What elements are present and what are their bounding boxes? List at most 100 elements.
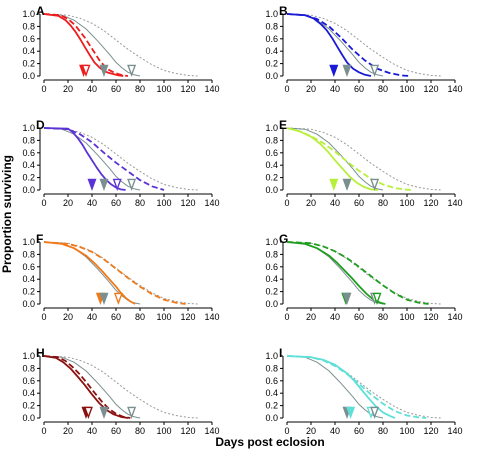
x-tick-label: 60 (111, 426, 121, 436)
x-tick-label: 140 (204, 312, 219, 322)
x-tick-label: 100 (399, 312, 414, 322)
panel-a: A 0 20 40 60 80 100 120 140 0.0 0.2 0.4 0.6 0.8 1.0 (22, 4, 219, 94)
series-line-solid (286, 127, 384, 191)
y-tick-label: 0.2 (22, 287, 35, 297)
y-tick-label: 0.8 (265, 249, 278, 259)
x-tick-label: 100 (156, 84, 171, 94)
y-tick-label: 0.2 (22, 173, 35, 183)
y-tick-label: 0.4 (22, 46, 35, 56)
y-tick-label: 0.0 (265, 185, 278, 195)
y-tick-label: 0.8 (22, 135, 35, 145)
panel-label-b: B (279, 4, 288, 18)
panel-d: D 0 20 40 60 80 100 120 140 0.0 0.2 0.4 0.6 0.8 1.0 (22, 118, 219, 208)
y-tick-label: 0.4 (265, 274, 278, 284)
median-marker-open (372, 292, 382, 306)
y-tick-label: 0.6 (22, 262, 35, 272)
x-tick-label: 40 (330, 426, 340, 436)
median-marker-filled (346, 406, 356, 420)
y-tick-label: 0.8 (22, 363, 35, 373)
x-tick-label: 80 (135, 198, 145, 208)
x-tick-label: 40 (87, 312, 97, 322)
panel-label-g: G (279, 232, 288, 246)
series-line-dotted (286, 13, 441, 77)
x-tick-label: 40 (330, 84, 340, 94)
series-line-solid (286, 13, 372, 77)
x-tick-label: 20 (306, 426, 316, 436)
y-tick-label: 0.0 (22, 71, 35, 81)
series-line-solid (286, 355, 396, 419)
series-line-solid (43, 127, 141, 191)
x-tick-label: 0 (41, 426, 46, 436)
median-marker-open (127, 406, 137, 420)
y-tick-label: 0.6 (265, 376, 278, 386)
x-tick-label: 80 (378, 84, 388, 94)
series-line-dashed (286, 241, 429, 305)
y-tick-label: 0.2 (22, 59, 35, 69)
x-tick-label: 100 (156, 312, 171, 322)
y-tick-label: 0.2 (265, 287, 278, 297)
series-line-dashed (43, 127, 165, 191)
y-tick-label: 1.0 (265, 123, 278, 133)
series-line-solid (43, 355, 141, 419)
x-tick-label: 120 (180, 426, 195, 436)
panel-label-h: H (36, 346, 45, 360)
y-tick-label: 0.4 (265, 160, 278, 170)
y-tick-label: 0.4 (265, 46, 278, 56)
x-tick-label: 60 (111, 198, 121, 208)
x-tick-label: 20 (306, 312, 316, 322)
y-tick-label: 1.0 (22, 123, 35, 133)
series-line-dotted (43, 13, 198, 77)
x-axis-title: Days post eclosion (215, 435, 324, 449)
x-tick-label: 120 (423, 84, 438, 94)
series-line-solid (43, 13, 141, 77)
series-line-solid (43, 241, 136, 305)
series-line-solid (43, 13, 124, 77)
x-tick-label: 40 (87, 426, 97, 436)
x-tick-label: 40 (87, 84, 97, 94)
x-tick-label: 60 (354, 426, 364, 436)
series-line-dashed (286, 355, 427, 419)
x-tick-label: 0 (41, 198, 46, 208)
median-marker-open (127, 178, 137, 192)
series-line-solid (286, 355, 384, 419)
y-tick-label: 0.2 (22, 401, 35, 411)
x-tick-label: 60 (111, 312, 121, 322)
y-tick-label: 0.6 (22, 376, 35, 386)
y-tick-label: 1.0 (265, 351, 278, 361)
y-tick-label: 0.8 (265, 135, 278, 145)
panel-label-f: F (36, 232, 43, 246)
y-tick-label: 0.2 (265, 59, 278, 69)
x-tick-label: 140 (204, 426, 219, 436)
median-marker-filled (99, 178, 109, 192)
x-tick-label: 20 (63, 198, 73, 208)
y-tick-label: 0.6 (265, 148, 278, 158)
series-line-dashed (43, 13, 129, 77)
panel-g: G 0 20 40 60 80 100 120 140 0.0 0.2 0.4 0.6 0.8 1.0 (265, 232, 462, 322)
median-marker-filled (342, 292, 352, 306)
y-tick-label: 0.4 (22, 388, 35, 398)
x-tick-label: 100 (399, 84, 414, 94)
y-tick-label: 0.2 (265, 173, 278, 183)
series-line-dashed (43, 355, 131, 419)
x-tick-label: 0 (284, 426, 289, 436)
x-tick-label: 80 (135, 84, 145, 94)
x-tick-label: 0 (284, 198, 289, 208)
x-tick-label: 20 (63, 84, 73, 94)
median-marker-filled (99, 64, 109, 78)
median-marker-open (83, 406, 93, 420)
y-tick-label: 1.0 (265, 9, 278, 19)
y-tick-label: 1.0 (265, 237, 278, 247)
series-line-dotted (43, 127, 198, 191)
x-tick-label: 140 (447, 426, 462, 436)
median-marker-filled (342, 64, 352, 78)
x-tick-label: 0 (41, 84, 46, 94)
series-line-dashed (43, 241, 186, 305)
panel-label-d: D (36, 118, 45, 132)
median-marker-filled (99, 292, 109, 306)
x-tick-label: 100 (399, 426, 414, 436)
y-tick-label: 0.4 (22, 160, 35, 170)
y-tick-label: 0.2 (265, 401, 278, 411)
y-tick-label: 1.0 (22, 351, 35, 361)
